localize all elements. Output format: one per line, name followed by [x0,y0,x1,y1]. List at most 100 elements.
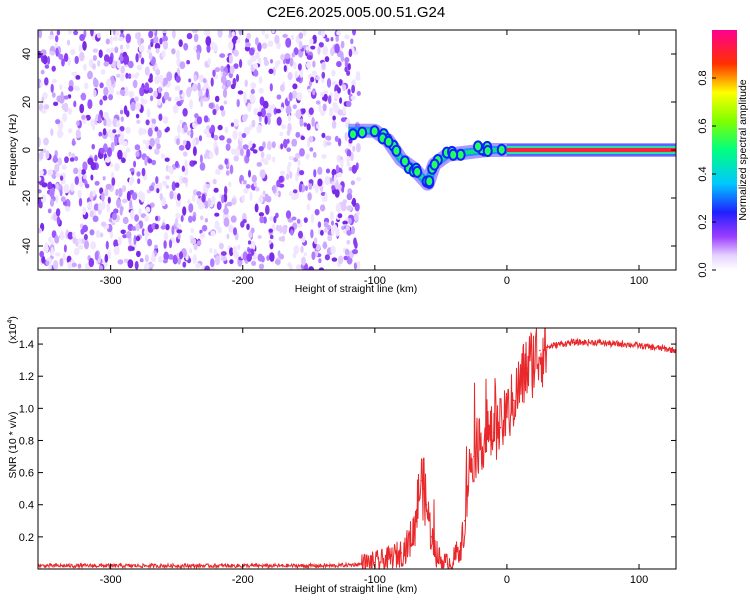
spectral-speckle [99,147,105,154]
spectral-speckle [59,230,65,241]
spectral-speckle [53,101,59,107]
spectral-speckle [144,82,150,91]
spectral-speckle [291,52,296,58]
spectral-speckle [83,233,88,241]
spectral-speckle [123,55,127,66]
spectral-speckle [119,207,123,216]
spectral-speckle [134,73,139,79]
spectral-speckle [284,53,291,60]
spectral-speckle [94,251,99,261]
spectral-speckle [310,229,314,239]
spectral-speckle [253,69,259,77]
spectral-speckle [117,149,123,160]
spectral-speckle [94,154,98,162]
spectral-speckle [154,75,160,85]
spectral-speckle [140,193,145,203]
spectral-speckle [285,37,292,48]
spectral-speckle [149,137,155,147]
spectral-speckle [298,40,303,50]
spectral-speckle [206,44,211,53]
spectral-speckle [176,223,182,229]
spectral-speckle [318,258,322,264]
spectral-speckle [78,167,82,176]
spectral-speckle [82,40,87,51]
y-tick-label: 0.2 [19,532,34,544]
spectral-speckle [346,230,352,236]
spectral-speckle [92,190,96,197]
spectral-speckle [114,30,120,37]
spectral-speckle [39,250,44,258]
spectral-speckle [81,114,86,120]
spectral-speckle [196,116,203,125]
spectral-speckle [264,115,268,125]
spectral-speckle [156,143,161,150]
carrier-track [348,128,676,186]
spectral-speckle [271,30,275,34]
spectral-speckle [181,165,186,172]
spectral-speckle [256,124,262,134]
snr-point [598,341,601,344]
spectral-speckle [253,107,259,116]
spectral-speckle [267,116,271,125]
spectral-speckle [44,77,49,86]
snr-multiplier: (x104) [7,316,19,344]
spectral-speckle [233,118,239,127]
x-tick-label: -100 [364,574,386,586]
spectral-speckle [299,118,304,127]
spectral-speckle [103,54,110,63]
spectral-speckle [48,34,54,40]
spectral-speckle [217,30,223,38]
spectral-speckle [226,138,232,144]
spectral-speckle [210,41,216,50]
spectral-speckle [229,164,234,175]
spectral-speckle [114,163,120,172]
spectral-speckle [322,45,328,56]
spectral-speckle [70,182,75,192]
spectral-speckle [113,208,119,214]
spectral-speckle [160,153,165,159]
spectral-speckle [310,213,315,224]
spectral-speckle [105,48,112,53]
spectral-speckle [61,164,67,170]
x-tick-label: 0 [504,574,510,586]
spectral-speckle [63,95,69,100]
spectral-speckle [274,60,279,69]
spectral-speckle [148,52,153,61]
spectral-speckle [287,72,293,81]
spectral-speckle [218,164,224,170]
snr-point [417,495,420,498]
spectral-speckle [350,95,356,101]
spectral-speckle [127,73,132,79]
snr-point [486,436,488,439]
spectral-speckle [41,255,46,264]
snr-point [651,346,653,349]
y-tick-label: 0.4 [19,500,34,512]
spectral-speckle [237,244,241,251]
spectral-speckle [336,30,341,36]
carrier-flat-core [506,148,676,152]
spectral-speckle [190,227,194,234]
spectral-speckle [55,252,61,257]
spectral-speckle [128,90,135,99]
spectral-speckle [106,202,110,213]
spectral-speckle [149,73,153,81]
x-tick-label: 100 [630,275,648,287]
spectral-speckle [135,151,140,157]
spectral-speckle [228,181,232,187]
spectral-speckle [252,149,258,154]
spectral-speckle [186,87,192,98]
spectral-speckle [229,247,234,257]
spectral-speckle [145,119,150,126]
spectral-speckle [140,57,145,65]
spectral-speckle [335,203,342,213]
spectral-speckle [101,192,105,202]
spectral-speckle [322,103,327,112]
spectral-speckle [155,68,161,76]
spectral-speckle [292,83,298,90]
spectral-speckle [130,73,135,79]
spectral-speckle [293,245,300,255]
spectral-speckle [136,64,143,71]
spectral-speckle [84,82,89,90]
spectral-speckle [182,151,188,157]
